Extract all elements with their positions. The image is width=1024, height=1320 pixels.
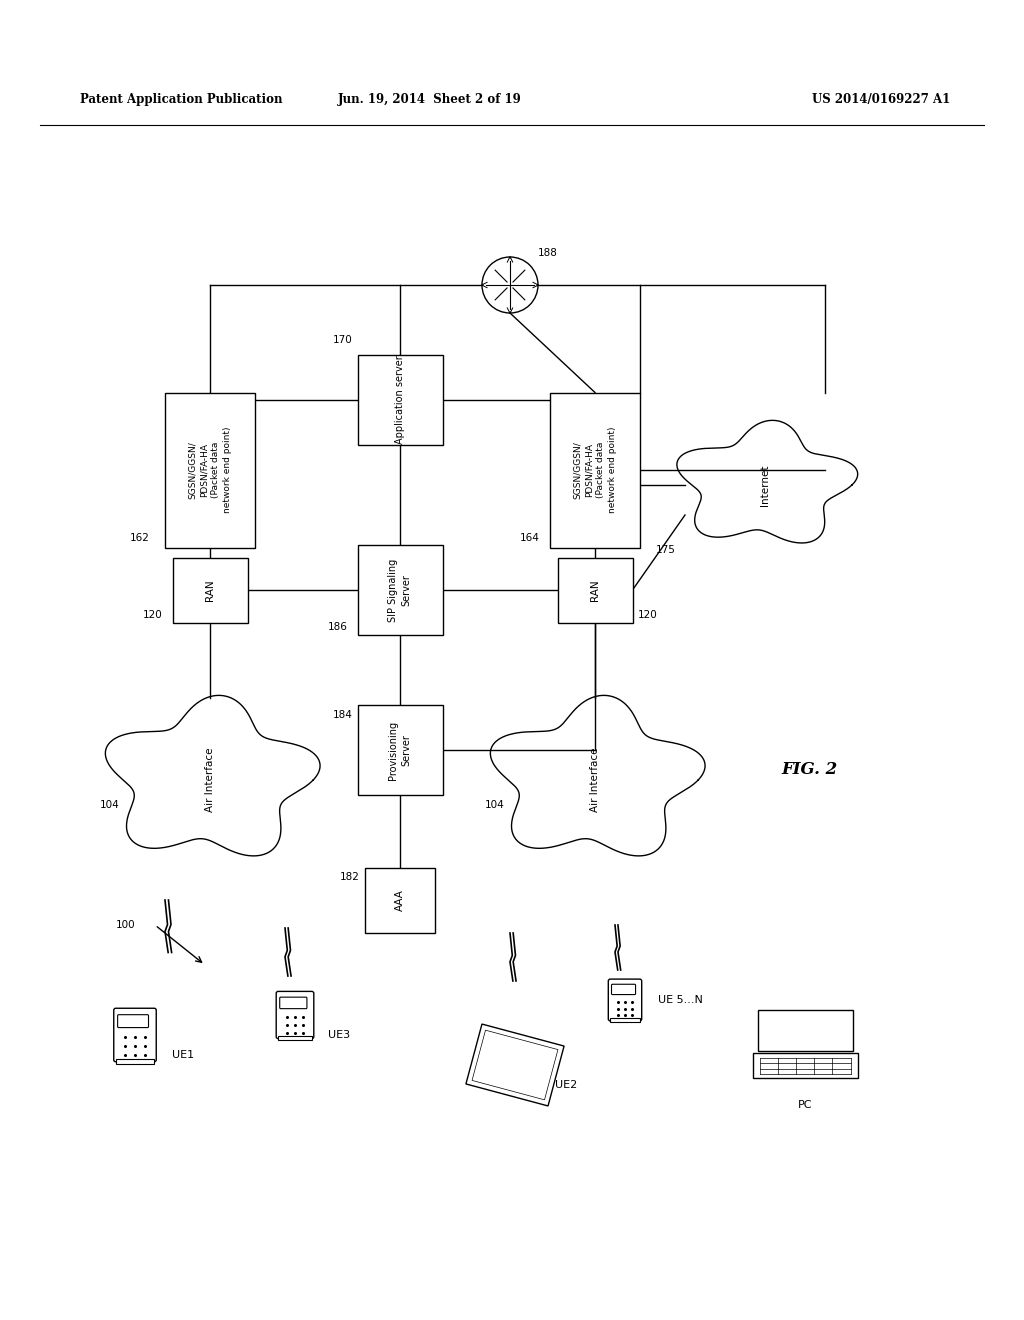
FancyBboxPatch shape: [472, 1030, 558, 1100]
Text: PC: PC: [798, 1100, 812, 1110]
FancyBboxPatch shape: [116, 1059, 155, 1064]
Text: 120: 120: [638, 610, 657, 619]
FancyBboxPatch shape: [172, 557, 248, 623]
FancyBboxPatch shape: [357, 545, 442, 635]
FancyBboxPatch shape: [280, 997, 307, 1008]
Text: FIG. 2: FIG. 2: [782, 762, 838, 779]
Text: US 2014/0169227 A1: US 2014/0169227 A1: [812, 94, 950, 107]
Text: UE2: UE2: [555, 1080, 578, 1090]
FancyBboxPatch shape: [357, 705, 442, 795]
Text: 164: 164: [520, 532, 540, 543]
Polygon shape: [677, 420, 858, 543]
Text: Jun. 19, 2014  Sheet 2 of 19: Jun. 19, 2014 Sheet 2 of 19: [338, 94, 522, 107]
Text: 184: 184: [333, 710, 352, 719]
FancyBboxPatch shape: [608, 979, 642, 1020]
FancyBboxPatch shape: [557, 557, 633, 623]
FancyBboxPatch shape: [276, 991, 313, 1039]
Text: Air Interface: Air Interface: [205, 747, 215, 812]
Text: Internet: Internet: [760, 465, 770, 506]
Text: Application server: Application server: [395, 355, 406, 445]
FancyBboxPatch shape: [758, 1010, 853, 1051]
Polygon shape: [490, 696, 706, 855]
FancyBboxPatch shape: [466, 1024, 564, 1106]
Text: AAA: AAA: [395, 890, 406, 911]
FancyBboxPatch shape: [550, 392, 640, 548]
Text: SIP Signaling
Server: SIP Signaling Server: [388, 558, 412, 622]
Text: 162: 162: [130, 532, 150, 543]
Text: 182: 182: [340, 873, 360, 883]
Text: 120: 120: [142, 610, 163, 619]
FancyBboxPatch shape: [279, 1036, 311, 1040]
Text: SGSN/GGSN/
PDSN/FA-HA
(Packet data
network end point): SGSN/GGSN/ PDSN/FA-HA (Packet data netwo…: [187, 426, 232, 513]
Text: SGSN/GGSN/
PDSN/FA-HA
(Packet data
network end point): SGSN/GGSN/ PDSN/FA-HA (Packet data netwo…: [572, 426, 617, 513]
Text: Air Interface: Air Interface: [590, 747, 600, 812]
Text: 170: 170: [333, 335, 352, 345]
Text: UE3: UE3: [328, 1030, 350, 1040]
Text: Patent Application Publication: Patent Application Publication: [80, 94, 283, 107]
Circle shape: [482, 257, 538, 313]
Text: RAN: RAN: [590, 579, 600, 601]
FancyBboxPatch shape: [118, 1015, 148, 1027]
FancyBboxPatch shape: [365, 867, 435, 932]
Text: 104: 104: [485, 800, 505, 810]
FancyBboxPatch shape: [610, 1018, 640, 1022]
FancyBboxPatch shape: [165, 392, 255, 548]
Text: 104: 104: [100, 800, 120, 810]
FancyBboxPatch shape: [611, 985, 636, 994]
FancyBboxPatch shape: [357, 355, 442, 445]
Text: 186: 186: [328, 622, 347, 632]
FancyBboxPatch shape: [114, 1008, 157, 1061]
Text: RAN: RAN: [205, 579, 215, 601]
Polygon shape: [105, 696, 321, 855]
Text: 175: 175: [656, 545, 676, 554]
Text: 100: 100: [116, 920, 135, 931]
Text: UE1: UE1: [172, 1049, 195, 1060]
Text: Provisioning
Server: Provisioning Server: [388, 721, 412, 780]
FancyBboxPatch shape: [753, 1053, 857, 1077]
Text: UE 5...N: UE 5...N: [658, 995, 702, 1005]
Text: 188: 188: [538, 248, 558, 257]
